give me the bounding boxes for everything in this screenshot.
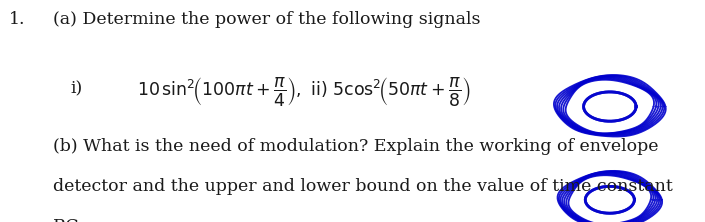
Text: i): i)	[70, 80, 82, 97]
Text: (a) Determine the power of the following signals: (a) Determine the power of the following…	[53, 11, 480, 28]
Text: (b) What is the need of modulation? Explain the working of envelope: (b) What is the need of modulation? Expl…	[53, 138, 658, 155]
Text: RC.: RC.	[53, 218, 85, 222]
Text: detector and the upper and lower bound on the value of time constant: detector and the upper and lower bound o…	[53, 178, 673, 195]
Text: $10\,\sin^2\!\!\left(100\pi t+\dfrac{\pi}{4}\right),\ \mathrm{ii)}\ 5\cos^2\!\!\: $10\,\sin^2\!\!\left(100\pi t+\dfrac{\pi…	[137, 75, 471, 109]
Text: 1.: 1.	[8, 11, 25, 28]
